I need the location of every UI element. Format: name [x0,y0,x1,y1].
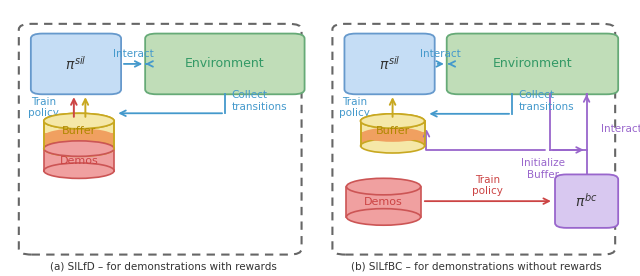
FancyBboxPatch shape [344,34,435,94]
Bar [44,121,114,148]
Text: Buffer: Buffer [62,126,96,137]
Text: Demos: Demos [60,156,99,166]
Text: Buffer: Buffer [376,126,410,136]
Ellipse shape [44,141,114,156]
Ellipse shape [44,128,114,144]
Ellipse shape [360,139,424,153]
Text: Demos: Demos [364,197,403,207]
Ellipse shape [360,128,424,142]
Bar [44,148,114,171]
FancyBboxPatch shape [31,34,121,94]
Text: Interact: Interact [420,49,461,59]
Ellipse shape [44,163,114,178]
Bar [44,133,114,148]
Ellipse shape [360,114,424,128]
FancyBboxPatch shape [447,34,618,94]
FancyBboxPatch shape [19,24,301,254]
Ellipse shape [44,113,114,129]
Text: $\pi^{sil}$: $\pi^{sil}$ [379,55,400,73]
FancyBboxPatch shape [145,34,305,94]
Text: Interact: Interact [601,124,640,134]
Text: Train
policy: Train policy [28,97,60,118]
Text: Initialize
Buffer: Initialize Buffer [521,158,565,180]
Ellipse shape [346,209,420,225]
Ellipse shape [44,113,114,129]
Text: Collect
transitions: Collect transitions [518,91,574,112]
Ellipse shape [360,114,424,128]
Bar [360,132,424,146]
Bar [346,187,420,217]
Ellipse shape [44,141,114,156]
Bar [360,121,424,146]
Text: Train
policy: Train policy [472,175,503,196]
Text: Environment: Environment [493,57,572,70]
Text: Train
policy: Train policy [339,97,370,118]
Text: (a) SILfD – for demonstrations with rewards: (a) SILfD – for demonstrations with rewa… [50,261,276,271]
FancyBboxPatch shape [555,174,618,228]
Ellipse shape [346,178,420,195]
FancyBboxPatch shape [332,24,615,254]
Text: $\pi^{bc}$: $\pi^{bc}$ [575,192,598,210]
Text: Interact: Interact [113,49,154,59]
Text: Environment: Environment [185,57,265,70]
Text: Collect
transitions: Collect transitions [231,90,287,112]
Text: $\pi^{sil}$: $\pi^{sil}$ [65,55,86,73]
Text: (b) SILfBC – for demonstrations without rewards: (b) SILfBC – for demonstrations without … [351,261,602,271]
